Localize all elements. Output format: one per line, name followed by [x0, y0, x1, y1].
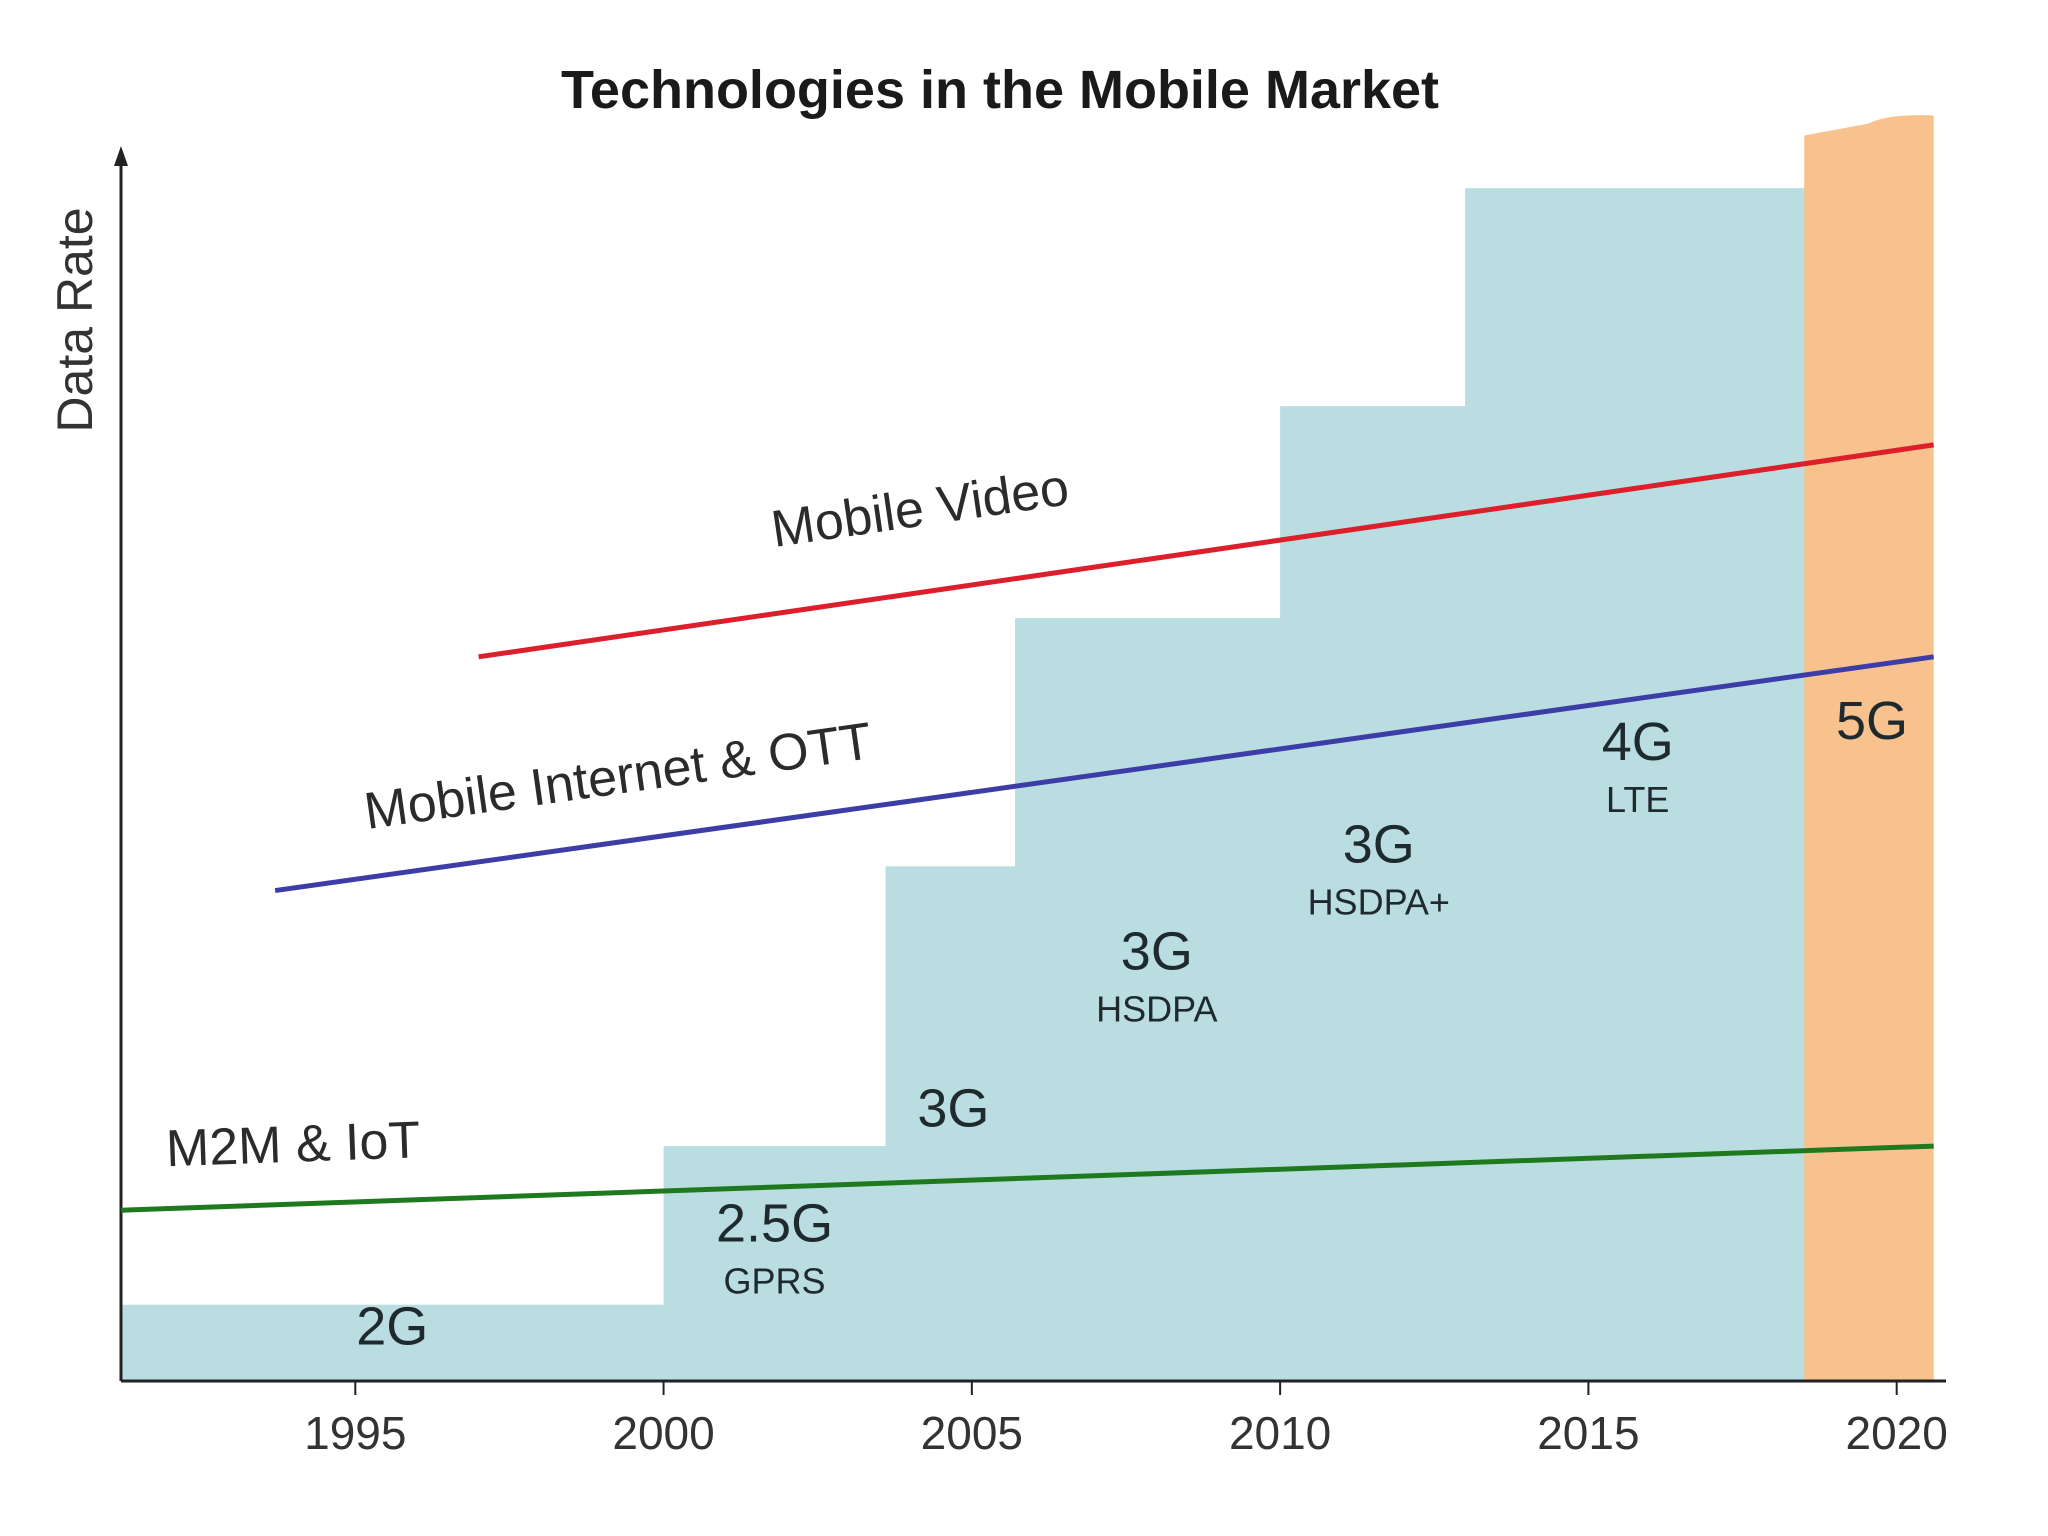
generation-label-3g-2: 3G — [917, 1079, 989, 1139]
x-tick-label-2015: 2015 — [1537, 1407, 1639, 1459]
series-line-mobile-video — [478, 442, 1935, 660]
generation-sublabel-lte-5: LTE — [1606, 779, 1669, 820]
series-label-mobile-internet-ott: Mobile Internet & OTT — [361, 712, 876, 841]
generation-label-2-5g-1: 2.5G — [716, 1194, 833, 1254]
generation-sublabel-hsdpa-4: HSDPA+ — [1308, 882, 1450, 923]
generation-sublabel-gprs-1: GPRS — [724, 1261, 826, 1302]
series-label-m2m-iot: M2M & IoT — [165, 1111, 421, 1178]
series-label-mobile-video: Mobile Video — [768, 458, 1073, 559]
generation-bar-5g-6 — [1804, 115, 1934, 1382]
generation-label-5g-6: 5G — [1836, 691, 1908, 751]
y-axis-arrow-icon — [114, 146, 128, 166]
x-tick-label-2000: 2000 — [612, 1407, 714, 1459]
generation-label-2g-0: 2G — [356, 1297, 428, 1357]
generation-label-3g-3: 3G — [1121, 921, 1193, 981]
y-axis-label: Data Rate — [47, 207, 103, 432]
x-tick-label-1995: 1995 — [304, 1407, 406, 1459]
x-tick-label-2005: 2005 — [921, 1407, 1023, 1459]
generation-bar-2g-0 — [121, 1304, 665, 1381]
generation-label-3g-4: 3G — [1343, 815, 1415, 875]
generation-sublabel-hsdpa-3: HSDPA — [1096, 988, 1217, 1029]
generation-bar-3g-2 — [885, 866, 1016, 1381]
chart-title: Technologies in the Mobile Market — [561, 60, 1439, 120]
trend-lines — [120, 442, 1935, 1213]
x-tick-label-2010: 2010 — [1229, 1407, 1331, 1459]
generation-label-4g-5: 4G — [1602, 712, 1674, 772]
generation-bar-3g-hsdpa-4 — [1280, 406, 1466, 1381]
series-line-m2m-iot — [120, 1143, 1934, 1213]
generation-bar-3g-hsdpa-3 — [1015, 618, 1281, 1381]
series-line-mobile-internet-ott — [274, 654, 1935, 894]
generation-bar-4g-lte-5 — [1465, 188, 1805, 1381]
axes: 1995 2000 2005 2010 2015 2020 — [114, 146, 1948, 1459]
x-tick-label-2020: 2020 — [1846, 1407, 1948, 1459]
